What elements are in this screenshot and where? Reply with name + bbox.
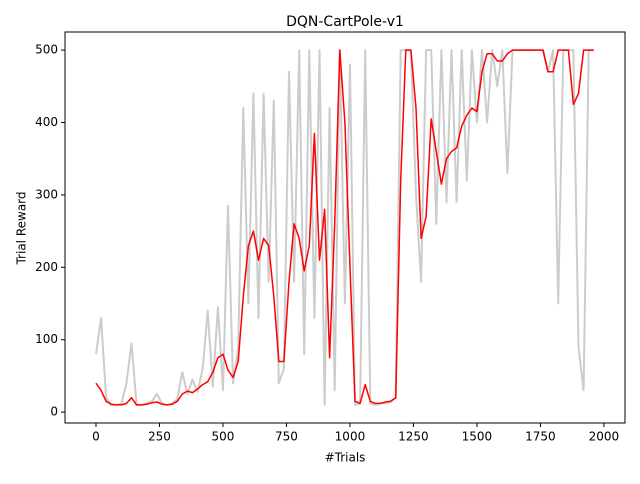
x-tick-label: 2000 <box>589 430 620 444</box>
x-tick-label: 1500 <box>462 430 493 444</box>
x-tick-label: 750 <box>275 430 298 444</box>
y-axis-label: Trial Reward <box>15 191 29 265</box>
y-tick-label: 200 <box>35 260 58 274</box>
x-tick-label: 1250 <box>398 430 429 444</box>
plot-frame <box>64 31 626 424</box>
y-tick-label: 0 <box>50 405 58 419</box>
x-tick-label: 250 <box>148 430 171 444</box>
y-tick-label: 500 <box>35 43 58 57</box>
y-tick-label: 400 <box>35 115 58 129</box>
y-tick-label: 300 <box>35 187 58 201</box>
x-tick-label: 1750 <box>525 430 556 444</box>
x-tick-label: 500 <box>212 430 235 444</box>
series-line <box>95 49 594 406</box>
x-tick-label: 0 <box>92 430 100 444</box>
series-line <box>95 49 594 406</box>
x-tick-label: 1000 <box>335 430 366 444</box>
y-tick-label: 100 <box>35 332 58 346</box>
chart-title: DQN-CartPole-v1 <box>286 14 404 30</box>
x-axis-label: #Trials <box>325 451 366 465</box>
